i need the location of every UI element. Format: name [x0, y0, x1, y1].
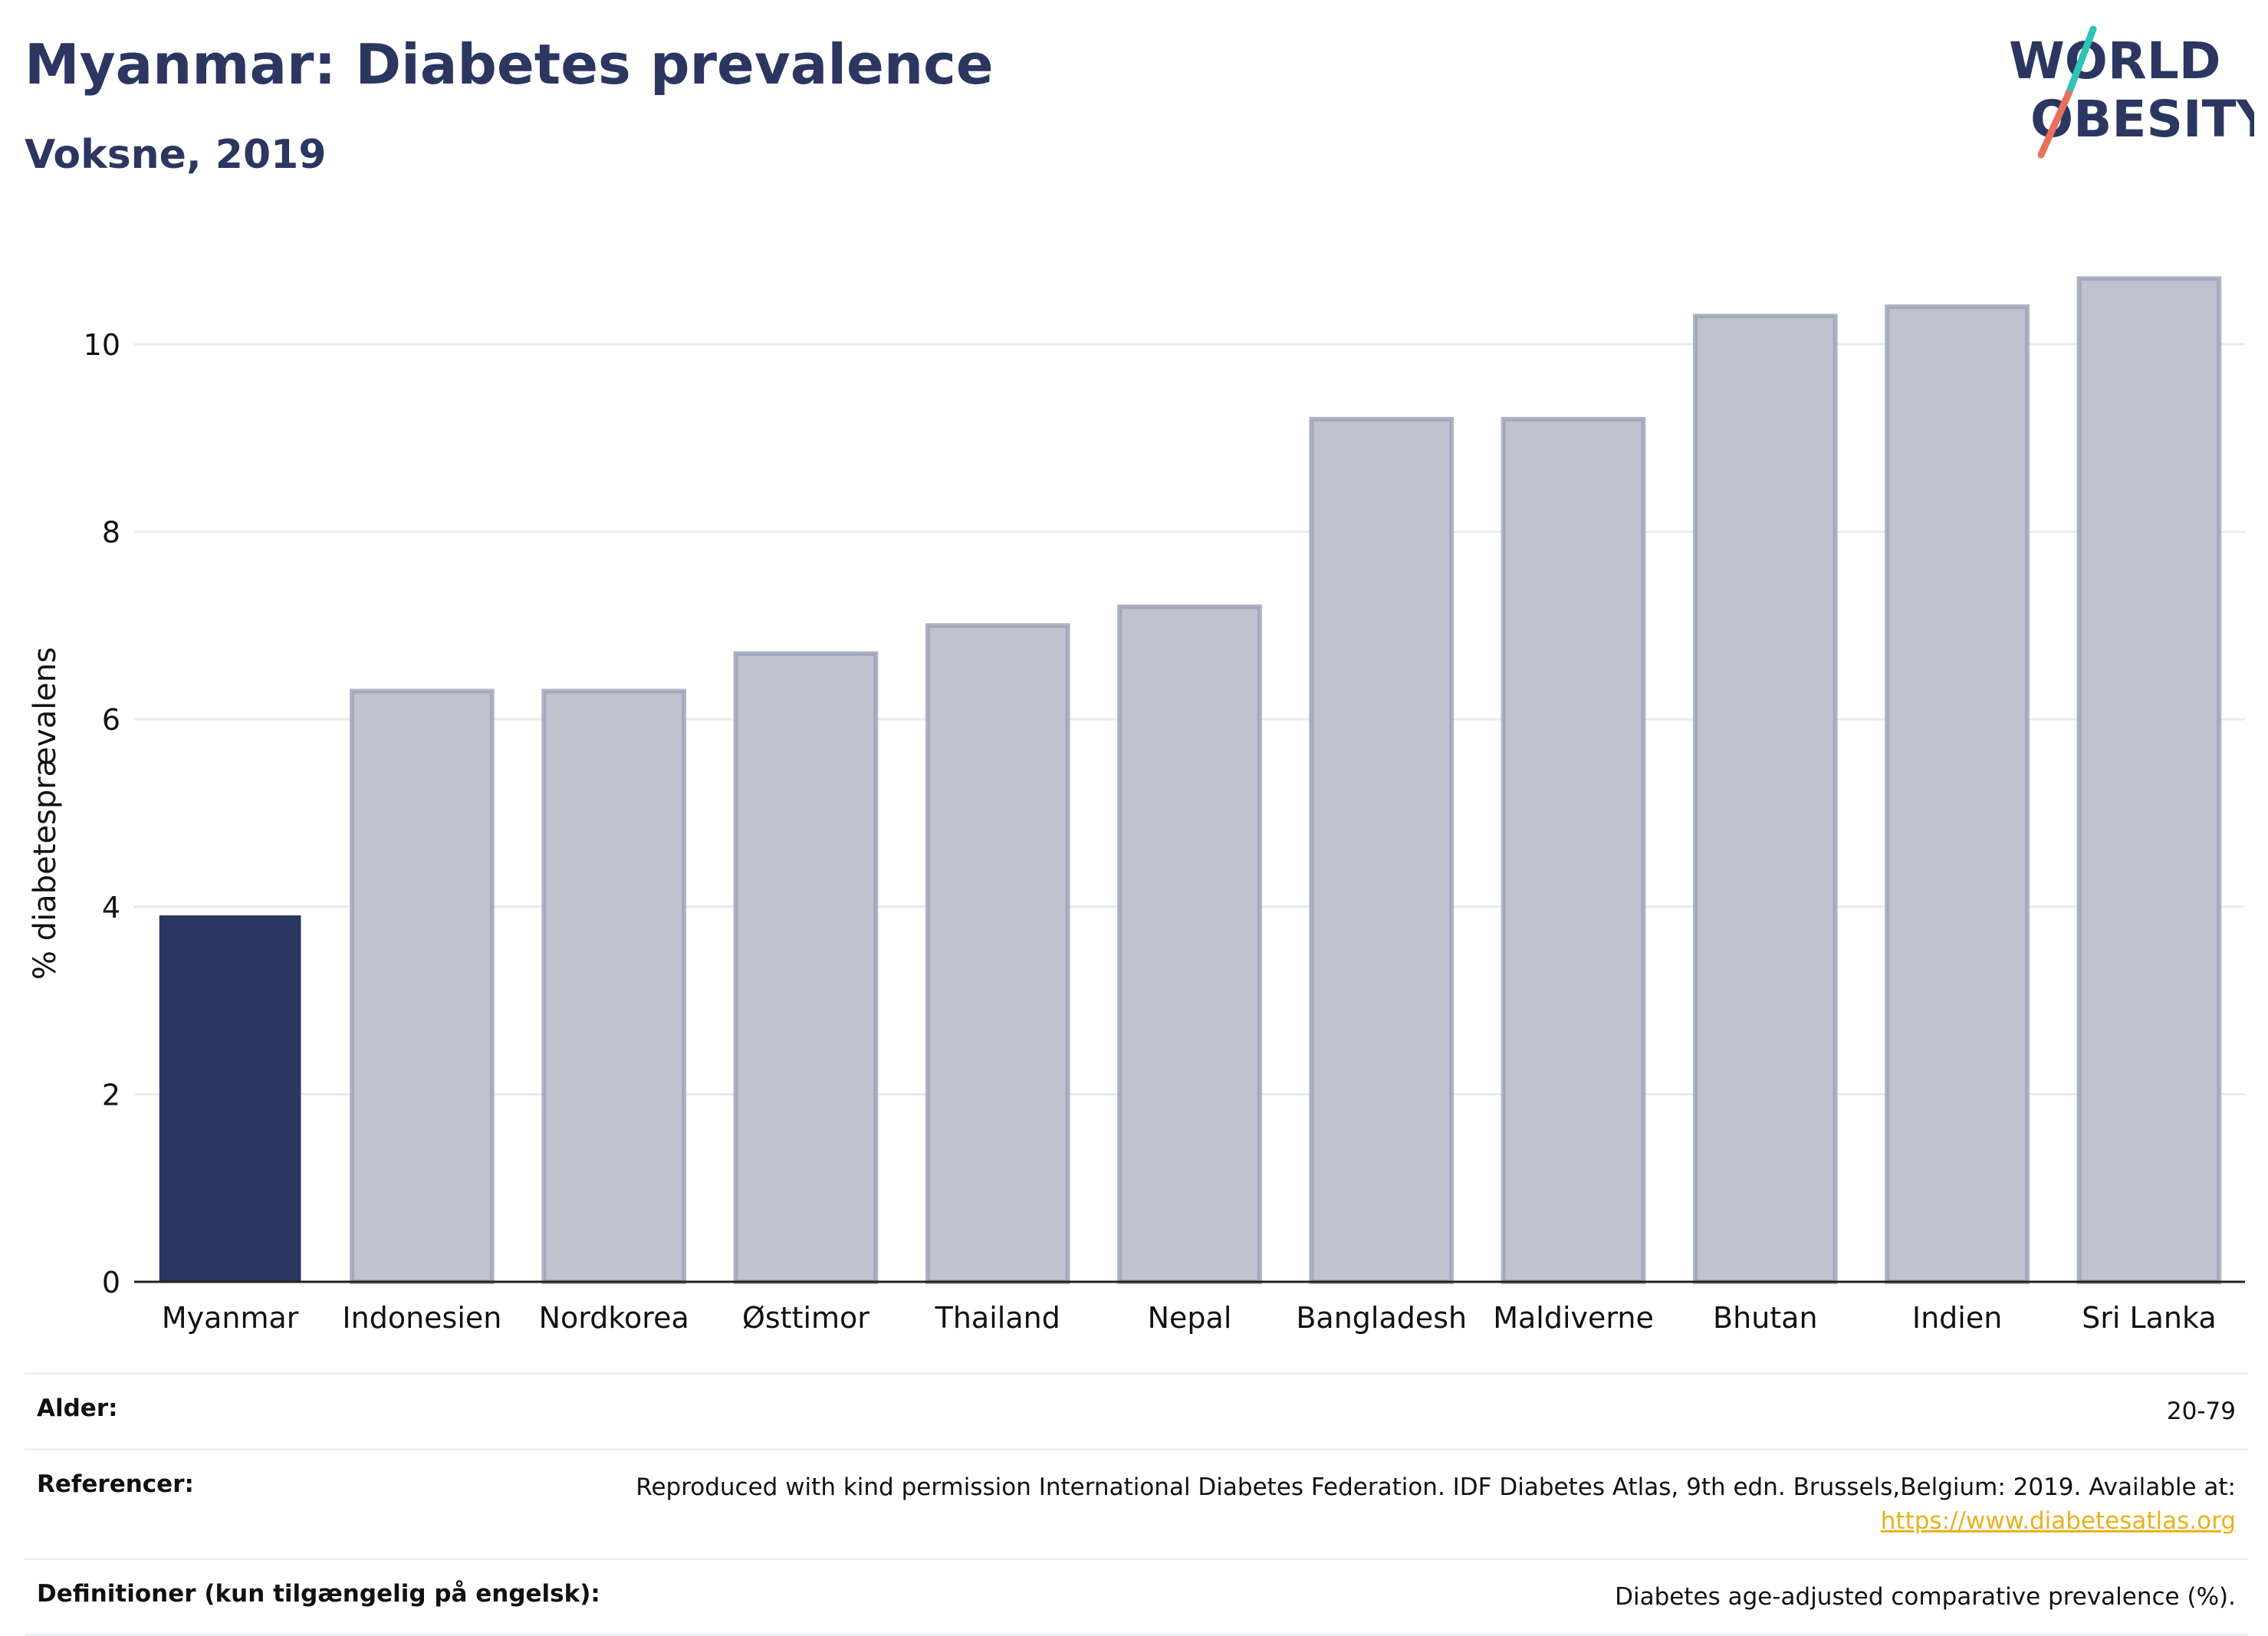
- x-tick-label: Nordkorea: [539, 1301, 689, 1335]
- x-tick-label: Sri Lanka: [2082, 1301, 2217, 1335]
- bars: [159, 276, 2222, 1285]
- x-tick-label: Nepal: [1148, 1301, 1232, 1335]
- y-tick-label: 4: [102, 891, 120, 925]
- bar-myanmar: [159, 915, 301, 1283]
- logo-line-1: WORLD: [2009, 31, 2221, 90]
- y-tick-labels: 0 2 4 6 8 10: [84, 328, 120, 1299]
- y-axis-label: % diabetesprævalens: [28, 647, 63, 980]
- definitions-value: Diabetes age-adjusted comparative preval…: [1615, 1583, 2236, 1611]
- age-label: Alder:: [37, 1395, 118, 1422]
- bar-indonesien: [350, 688, 495, 1284]
- bar-nepal: [1117, 604, 1262, 1284]
- x-tick-label: Indonesien: [342, 1301, 501, 1335]
- bar-bhutan: [1692, 314, 1838, 1284]
- info-row-references: Referencer: Reproduced with kind permiss…: [25, 1448, 2248, 1558]
- x-tick-label: Østtimor: [742, 1301, 869, 1335]
- info-table: Alder: 20-79 Referencer: Reproduced with…: [25, 1372, 2248, 1636]
- bar-indien: [1885, 304, 2030, 1284]
- world-obesity-logo: WORLD OBESITY: [2009, 25, 2254, 159]
- bar-sri-lanka: [2076, 276, 2222, 1285]
- logo-slash-coral: [2037, 90, 2072, 159]
- x-tick-label: Maldiverne: [1493, 1301, 1654, 1335]
- x-tick-labels: Myanmar Indonesien Nordkorea Østtimor Thaila…: [162, 1301, 2217, 1335]
- references-label: Referencer:: [37, 1470, 194, 1498]
- x-tick-label: Thailand: [935, 1301, 1060, 1335]
- info-row-age: Alder: 20-79: [25, 1372, 2248, 1448]
- age-value: 20-79: [2166, 1398, 2236, 1425]
- x-tick-label: Myanmar: [162, 1301, 299, 1335]
- y-tick-label: 6: [102, 703, 120, 737]
- references-text: Reproduced with kind permission Internat…: [636, 1473, 2236, 1501]
- references-value: Reproduced with kind permission Internat…: [636, 1470, 2248, 1538]
- bar-nordkorea: [541, 688, 687, 1284]
- info-row-definitions: Definitioner (kun tilgængelig på engelsk…: [25, 1558, 2248, 1636]
- bar-chart: 0 2 4 6 8 10 Myanmar Indonesien Nordkorea Østtim…: [28, 276, 2245, 1335]
- bar-østtimor: [733, 651, 879, 1284]
- x-tick-label: Bhutan: [1713, 1301, 1818, 1335]
- references-link[interactable]: https://www.diabetesatlas.org: [1880, 1507, 2236, 1535]
- y-tick-label: 10: [84, 328, 120, 362]
- page-subtitle: Voksne, 2019: [25, 132, 327, 178]
- bar-thailand: [925, 623, 1070, 1284]
- page-title: Myanmar: Diabetes prevalence: [25, 32, 994, 97]
- definitions-label: Definitioner (kun tilgængelig på engelsk…: [37, 1580, 600, 1608]
- y-tick-label: 8: [102, 516, 120, 550]
- x-tick-label: Bangladesh: [1296, 1301, 1467, 1335]
- x-tick-label: Indien: [1912, 1301, 2002, 1335]
- logo-slash-teal: [2065, 25, 2097, 97]
- bar-maldiverne: [1500, 416, 1646, 1284]
- bar-bangladesh: [1309, 416, 1454, 1284]
- y-tick-label: 2: [102, 1078, 120, 1112]
- y-tick-label: 0: [102, 1266, 120, 1299]
